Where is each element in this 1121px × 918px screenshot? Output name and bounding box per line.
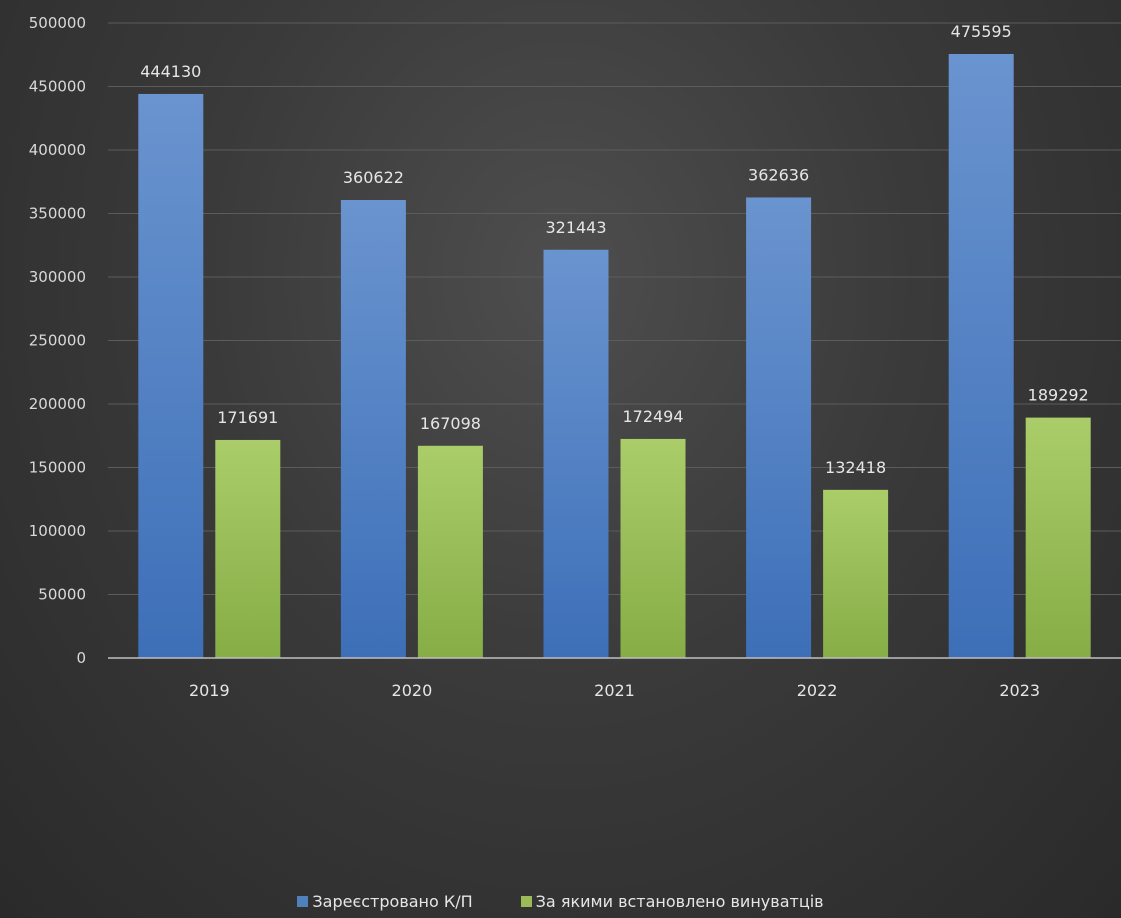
data-label-registered-2020: 360622: [343, 168, 404, 187]
bar-culprits-2021: [620, 438, 686, 658]
x-tick-label: 2023: [999, 681, 1040, 700]
y-tick-label: 250000: [29, 332, 86, 350]
legend-label-culprits: За якими встановлено винуватців: [535, 892, 824, 911]
bar-registered-2019: [138, 93, 204, 659]
y-tick-label: 150000: [29, 459, 86, 477]
bar-registered-2023: [948, 53, 1014, 659]
data-label-culprits-2021: 172494: [622, 407, 683, 426]
legend-label-registered: Зареєстровано К/П: [312, 892, 473, 911]
bars: [138, 53, 1091, 659]
bar-culprits-2019: [215, 439, 281, 658]
y-tick-label: 100000: [29, 522, 86, 540]
legend-item-culprits: За якими встановлено винуватців: [520, 892, 824, 911]
bar-culprits-2020: [417, 445, 483, 658]
x-tick-label: 2021: [594, 681, 635, 700]
data-label-registered-2022: 362636: [748, 165, 809, 184]
y-tick-label: 350000: [29, 205, 86, 223]
bar-registered-2020: [340, 200, 406, 658]
x-tick-label: 2022: [797, 681, 838, 700]
data-label-registered-2023: 475595: [951, 22, 1012, 41]
y-tick-label: 50000: [38, 586, 86, 604]
legend-swatch-culprits: [520, 896, 532, 907]
legend: Зареєстровано К/П За якими встановлено в…: [0, 892, 1121, 911]
y-tick-label: 0: [76, 649, 86, 667]
bar-culprits-2022: [823, 489, 889, 658]
data-label-registered-2021: 321443: [545, 218, 606, 237]
data-label-culprits-2023: 189292: [1028, 386, 1089, 405]
y-tick-label: 400000: [29, 141, 86, 159]
y-tick-label: 500000: [29, 14, 86, 32]
data-label-culprits-2019: 171691: [217, 408, 278, 427]
y-tick-label: 450000: [29, 78, 86, 96]
x-tick-label: 2019: [189, 681, 230, 700]
legend-swatch-registered: [297, 896, 309, 907]
bar-registered-2021: [543, 249, 609, 658]
x-axis-tick-labels: 2019 2020 2021 2022 2023: [189, 681, 1040, 700]
legend-item-registered: Зареєстровано К/П: [297, 892, 473, 911]
chart-svg: 0 50000 100000 150000 200000 250000 300000 3500…: [29, 14, 1121, 700]
bar-registered-2022: [746, 197, 812, 659]
bar-culprits-2023: [1025, 417, 1091, 658]
data-label-registered-2019: 444130: [140, 62, 201, 81]
y-tick-label: 200000: [29, 395, 86, 413]
data-label-culprits-2020: 167098: [420, 414, 481, 433]
data-labels: 444130 171691 360622 167098 321443 172494 3626…: [140, 22, 1088, 477]
y-tick-label: 300000: [29, 268, 86, 286]
data-label-culprits-2022: 132418: [825, 458, 886, 477]
y-axis-tick-labels: 0 50000 100000 150000 200000 250000 300000 3500…: [29, 14, 86, 667]
x-tick-label: 2020: [392, 681, 433, 700]
